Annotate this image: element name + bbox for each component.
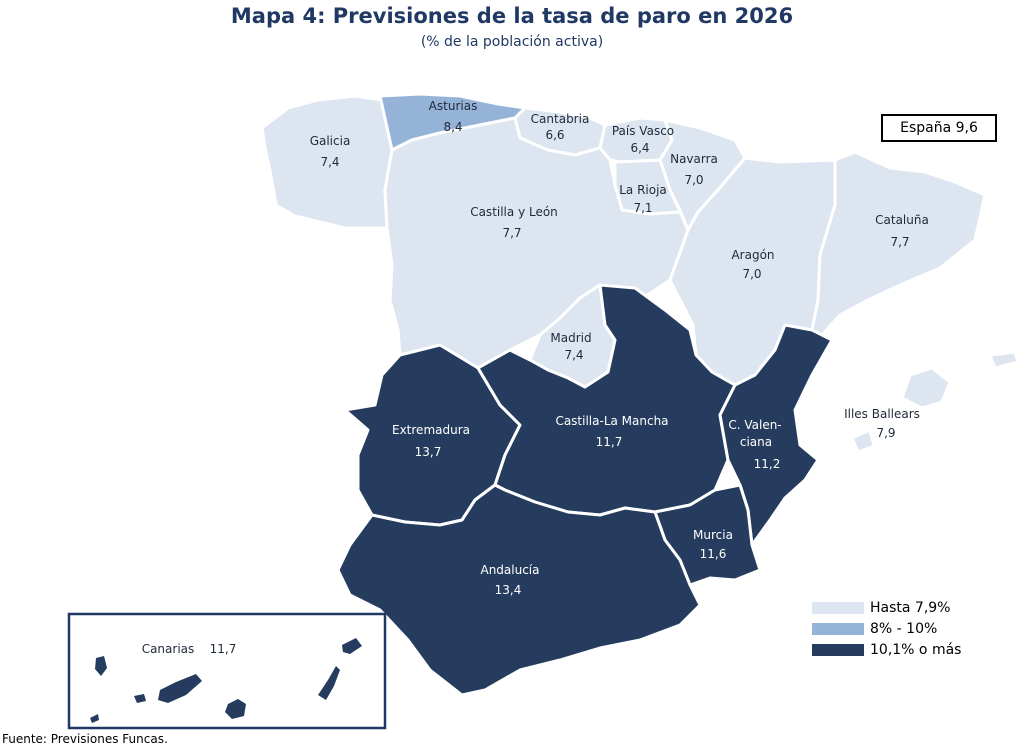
legend-swatch — [812, 643, 864, 656]
region-canarias-tenerife[interactable] — [158, 674, 202, 703]
label-murcia-name: Murcia — [693, 528, 733, 542]
label-cataluna-value: 7,7 — [890, 235, 909, 249]
label-castilla-la-mancha-name: Castilla-La Mancha — [555, 414, 668, 428]
map-subtitle: (% de la población activa) — [420, 34, 604, 50]
label-galicia-name: Galicia — [310, 134, 351, 148]
label-extremadura-value: 13,7 — [415, 445, 442, 459]
label-navarra-name: Navarra — [670, 152, 718, 166]
label-andalucia-value: 13,4 — [495, 583, 522, 597]
legend-swatch — [812, 622, 864, 635]
region-labels: Galicia 7,4 Asturias 8,4 Cantabria 6,6 P… — [142, 99, 929, 656]
label-la-rioja-value: 7,1 — [633, 201, 652, 215]
label-baleares-name: Illes Ballears — [844, 407, 920, 421]
region-canarias-la-palma[interactable] — [95, 656, 107, 676]
label-canarias-name: Canarias — [142, 642, 195, 656]
legend-swatch — [812, 601, 864, 614]
national-rate-box: España 9,6 — [881, 114, 997, 142]
label-castilla-la-mancha-value: 11,7 — [596, 435, 623, 449]
label-pais-vasco-name: País Vasco — [612, 124, 674, 138]
label-asturias-name: Asturias — [429, 99, 478, 113]
region-baleares-menorca[interactable] — [988, 350, 1020, 370]
label-aragon-value: 7,0 — [742, 267, 761, 281]
label-cataluna-name: Cataluña — [875, 213, 929, 227]
region-canarias-fuerteventura[interactable] — [318, 666, 340, 700]
region-canarias-gomera[interactable] — [134, 694, 146, 703]
label-galicia-value: 7,4 — [320, 155, 339, 169]
label-cantabria-value: 6,6 — [545, 128, 564, 142]
label-extremadura-name: Extremadura — [392, 423, 470, 437]
label-andalucia-name: Andalucía — [480, 563, 539, 577]
label-madrid-value: 7,4 — [564, 348, 583, 362]
legend: Hasta 7,9% 8% - 10% 10,1% o más — [812, 597, 961, 660]
region-canarias-lanzarote[interactable] — [342, 638, 362, 654]
label-asturias-value: 8,4 — [443, 120, 462, 134]
legend-label: Hasta 7,9% — [870, 599, 951, 616]
region-baleares-mallorca[interactable] — [900, 366, 952, 410]
label-c-valenciana-name-2: ciana — [740, 435, 772, 449]
region-canarias-hierro[interactable] — [90, 714, 99, 723]
label-navarra-value: 7,0 — [684, 173, 703, 187]
label-c-valenciana-name-1: C. Valen- — [728, 418, 781, 432]
label-baleares-value: 7,9 — [876, 426, 895, 440]
source-note: Fuente: Previsiones Funcas. — [2, 732, 168, 746]
legend-label: 8% - 10% — [870, 620, 938, 637]
label-murcia-value: 11,6 — [700, 547, 727, 561]
label-madrid-name: Madrid — [550, 331, 591, 345]
legend-item: Hasta 7,9% — [812, 597, 961, 618]
legend-item: 10,1% o más — [812, 639, 961, 660]
label-castilla-leon-value: 7,7 — [502, 226, 521, 240]
legend-label: 10,1% o más — [870, 641, 962, 658]
label-c-valenciana-value: 11,2 — [754, 457, 781, 471]
label-aragon-name: Aragón — [731, 248, 774, 262]
label-cantabria-name: Cantabria — [531, 112, 590, 126]
map-title: Mapa 4: Previsiones de la tasa de paro e… — [230, 4, 794, 28]
label-canarias-value: 11,7 — [210, 642, 237, 656]
region-baleares-ibiza[interactable] — [850, 428, 876, 454]
label-castilla-leon-name: Castilla y León — [470, 205, 558, 219]
legend-item: 8% - 10% — [812, 618, 961, 639]
label-la-rioja-name: La Rioja — [619, 183, 667, 197]
label-pais-vasco-value: 6,4 — [630, 141, 649, 155]
region-cataluna[interactable] — [810, 150, 987, 337]
region-canarias-gran-canaria[interactable] — [225, 699, 246, 719]
region-andalucia[interactable] — [336, 483, 702, 697]
